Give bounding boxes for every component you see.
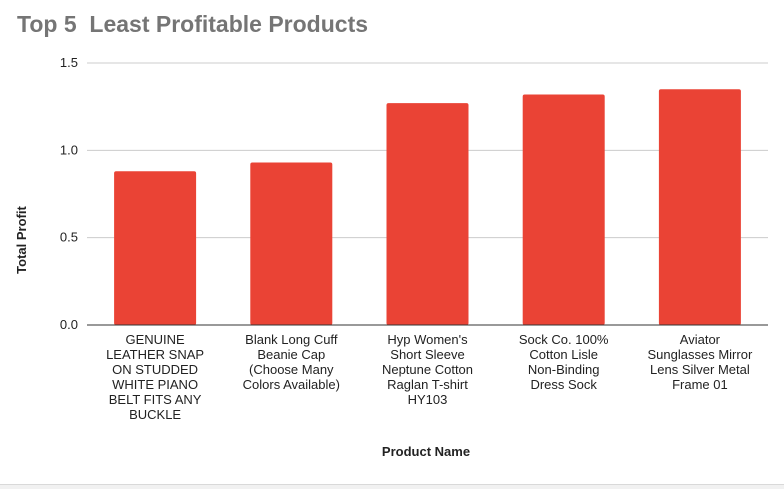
x-category-label-line: Non-Binding — [528, 362, 600, 377]
scrollbar-strip — [0, 484, 784, 489]
x-category-label: Hyp Women's Short Sleeve Neptune Cotton Rag… — [382, 332, 473, 407]
x-category-label-line: GENUINE — [125, 332, 185, 347]
x-category-label: GENUINE LEATHER SNAP ON STUDDED WHITE PIANO… — [106, 332, 204, 422]
x-axis-title: Product Name — [382, 444, 470, 459]
bar-series — [114, 89, 741, 325]
x-category-label-line: Blank Long Cuff — [245, 332, 338, 347]
x-category-label: Aviator Sunglasses Mirror Lens Silver Meta… — [648, 332, 753, 392]
x-category-label-line: LEATHER SNAP — [106, 347, 204, 362]
x-category-label: Sock Co. 100% Cotton Lisle Non-Binding Dres… — [519, 332, 609, 392]
bar — [114, 171, 197, 325]
x-category-label-line: (Choose Many — [249, 362, 334, 377]
y-tick-label: 1.0 — [60, 142, 78, 157]
y-tick-label: 0.5 — [60, 230, 78, 245]
x-category-label-line: Frame 01 — [672, 377, 728, 392]
x-category-label-line: Hyp Women's — [387, 332, 468, 347]
x-axis-categories: GENUINE LEATHER SNAP ON STUDDED WHITE PIANO… — [106, 332, 753, 422]
x-category-label-line: Neptune Cotton — [382, 362, 473, 377]
x-category-label-line: Raglan T-shirt — [387, 377, 468, 392]
x-category-label-line: Aviator — [680, 332, 721, 347]
y-axis-title: Total Profit — [14, 206, 29, 274]
y-tick-label: 1.5 — [60, 55, 78, 70]
x-category-label: Blank Long Cuff Beanie Cap (Choose Many Col… — [243, 332, 340, 392]
bar — [522, 94, 605, 325]
x-category-label-line: Dress Sock — [530, 377, 597, 392]
x-category-label-line: Short Sleeve — [390, 347, 464, 362]
x-category-label-line: Sock Co. 100% — [519, 332, 609, 347]
bar — [386, 103, 469, 325]
x-category-label-line: Cotton Lisle — [529, 347, 598, 362]
x-category-label-line: Lens Silver Metal — [650, 362, 750, 377]
x-category-label-line: Sunglasses Mirror — [648, 347, 753, 362]
x-category-label-line: WHITE PIANO — [112, 377, 198, 392]
x-category-label-line: Beanie Cap — [257, 347, 325, 362]
bar — [250, 162, 333, 325]
bar — [658, 89, 741, 325]
y-axis-ticks: 0.0 0.5 1.0 1.5 — [60, 55, 78, 332]
x-category-label-line: BUCKLE — [129, 407, 181, 422]
x-category-label-line: BELT FITS ANY — [109, 392, 202, 407]
chart-title: Top 5 Least Profitable Products — [17, 11, 369, 37]
y-tick-label: 0.0 — [60, 317, 78, 332]
x-category-label-line: Colors Available) — [243, 377, 340, 392]
x-category-label-line: HY103 — [408, 392, 448, 407]
x-category-label-line: ON STUDDED — [112, 362, 198, 377]
